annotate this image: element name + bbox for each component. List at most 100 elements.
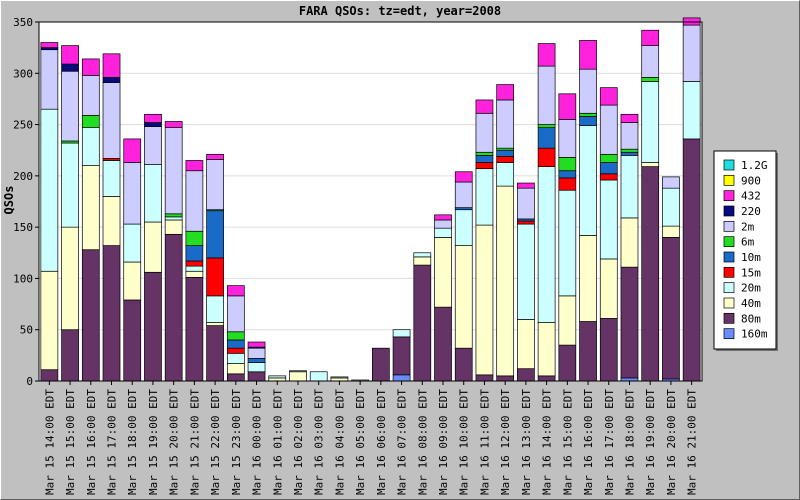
- bar-segment-40m: [123, 261, 142, 301]
- bar-segment-40m: [475, 224, 494, 376]
- bar-segment-80m: [579, 321, 597, 382]
- bar-segment-80m: [392, 336, 411, 376]
- x-tick-label: Mar 16 07:00 EDT: [396, 389, 409, 495]
- y-tick-label: 200: [13, 170, 33, 183]
- bar-segment-432: [620, 113, 639, 123]
- bar-segment-20m: [620, 154, 639, 219]
- bar-segment-80m: [413, 264, 432, 382]
- bar-segment-10m: [226, 339, 245, 349]
- bar-segment-40m: [517, 319, 535, 370]
- bar-segment-80m: [517, 368, 535, 382]
- x-tick-label: Mar 15 23:00 EDT: [230, 389, 243, 495]
- bar-segment-10m: [247, 358, 266, 363]
- bar-segment-80m: [61, 329, 79, 382]
- bar-segment-10m: [206, 210, 224, 259]
- bar-segment-6m: [81, 114, 100, 128]
- y-tick-label: 350: [13, 16, 33, 29]
- legend-label-432: 432: [741, 190, 761, 203]
- bar-segment-40m: [61, 226, 79, 331]
- legend-swatch-6m: [723, 236, 735, 248]
- bar-segment-80m: [102, 245, 121, 382]
- x-tick-label: Mar 16 13:00 EDT: [520, 389, 533, 495]
- bar-segment-2m: [206, 159, 224, 211]
- bar-segment-432: [144, 113, 162, 123]
- bar-segment-10m: [496, 149, 515, 157]
- bar-segment-20m: [185, 265, 204, 272]
- bar-segment-40m: [579, 234, 597, 322]
- bar-segment-40m: [81, 165, 100, 251]
- legend-swatch-160m: [723, 328, 735, 340]
- x-tick-label: Mar 16 15:00 EDT: [561, 389, 574, 495]
- bar-segment-2m: [102, 82, 121, 159]
- bar-segment-15m: [599, 173, 618, 181]
- legend-swatch-900: [723, 174, 735, 186]
- y-tick-label: 100: [13, 272, 33, 285]
- bar-segment-20m: [475, 168, 494, 226]
- bar-segment-80m: [454, 347, 473, 382]
- bar-segment-6m: [641, 77, 660, 82]
- x-tick-label: Mar 16 21:00 EDT: [686, 389, 699, 495]
- bar-segment-20m: [496, 162, 515, 187]
- x-tick-label: Mar 16 04:00 EDT: [333, 389, 346, 495]
- bar-segment-40m: [641, 162, 660, 167]
- bar-segment-6m: [599, 153, 618, 163]
- bar-segment-2m: [454, 181, 473, 209]
- bar-segment-20m: [434, 227, 452, 238]
- bar-segment-432: [247, 341, 266, 348]
- bar-segment-15m: [206, 257, 224, 297]
- bar-segment-2m: [620, 122, 639, 150]
- y-tick-label: 300: [13, 67, 33, 80]
- bar-segment-15m: [185, 260, 204, 267]
- bar-segment-15m: [558, 177, 577, 191]
- bar-segment-2m: [247, 347, 266, 359]
- x-tick-label: Mar 16 06:00 EDT: [375, 389, 388, 495]
- legend-label-40m: 40m: [741, 297, 761, 310]
- x-tick-label: Mar 16 14:00 EDT: [541, 389, 554, 495]
- bar-segment-2m: [558, 119, 577, 158]
- bar-segment-2m: [517, 187, 535, 220]
- bar-segment-20m: [206, 295, 224, 323]
- x-tick-label: Mar 16 12:00 EDT: [499, 389, 512, 495]
- bar-segment-80m: [123, 299, 142, 382]
- plot-border: [38, 21, 703, 382]
- bar-segment-20m: [641, 81, 660, 163]
- legend-label-15m: 15m: [741, 266, 761, 279]
- bar-segment-40m: [102, 196, 121, 246]
- bar-segment-20m: [662, 187, 680, 227]
- bar-segment-220: [144, 122, 162, 127]
- x-tick-label: Mar 15 15:00 EDT: [64, 389, 77, 495]
- bar-segment-20m: [454, 209, 473, 246]
- bar-segment-2m: [599, 104, 618, 155]
- x-tick-label: Mar 15 21:00 EDT: [188, 389, 201, 495]
- bar-segment-15m: [475, 162, 494, 170]
- bar-segment-40m: [537, 322, 556, 377]
- x-tick-label: Mar 16 19:00 EDT: [644, 389, 657, 495]
- bar-segment-2m: [144, 126, 162, 165]
- bar-segment-432: [641, 29, 660, 46]
- bar-segment-15m: [517, 220, 535, 225]
- bar-segment-40m: [164, 219, 183, 235]
- legend-swatch-40m: [723, 297, 735, 309]
- x-tick-label: Mar 16 16:00 EDT: [582, 389, 595, 495]
- legend-label-6m: 6m: [741, 236, 755, 249]
- bar-segment-40m: [413, 256, 432, 266]
- bar-segment-40m: [454, 245, 473, 349]
- bar-segment-80m: [247, 371, 266, 382]
- bar-segment-40m: [144, 221, 162, 273]
- bar-segment-6m: [185, 230, 204, 246]
- bar-segment-2m: [434, 219, 452, 229]
- legend-swatch-15m: [723, 266, 735, 278]
- x-tick-label: Mar 16 20:00 EDT: [665, 389, 678, 495]
- legend-label-220: 220: [741, 205, 761, 218]
- bar-segment-20m: [144, 164, 162, 223]
- bar-segment-40m: [558, 295, 577, 346]
- x-tick-label: Mar 16 18:00 EDT: [623, 389, 636, 495]
- x-tick-label: Mar 16 17:00 EDT: [603, 389, 616, 495]
- bar-segment-10m: [537, 127, 556, 149]
- legend-swatch-1.2G: [723, 159, 735, 171]
- x-tick-label: Mar 16 01:00 EDT: [271, 389, 284, 495]
- bar-segment-20m: [247, 362, 266, 373]
- bar-segment-80m: [662, 237, 680, 380]
- bar-segment-80m: [682, 138, 701, 382]
- legend-swatch-2m: [723, 220, 735, 232]
